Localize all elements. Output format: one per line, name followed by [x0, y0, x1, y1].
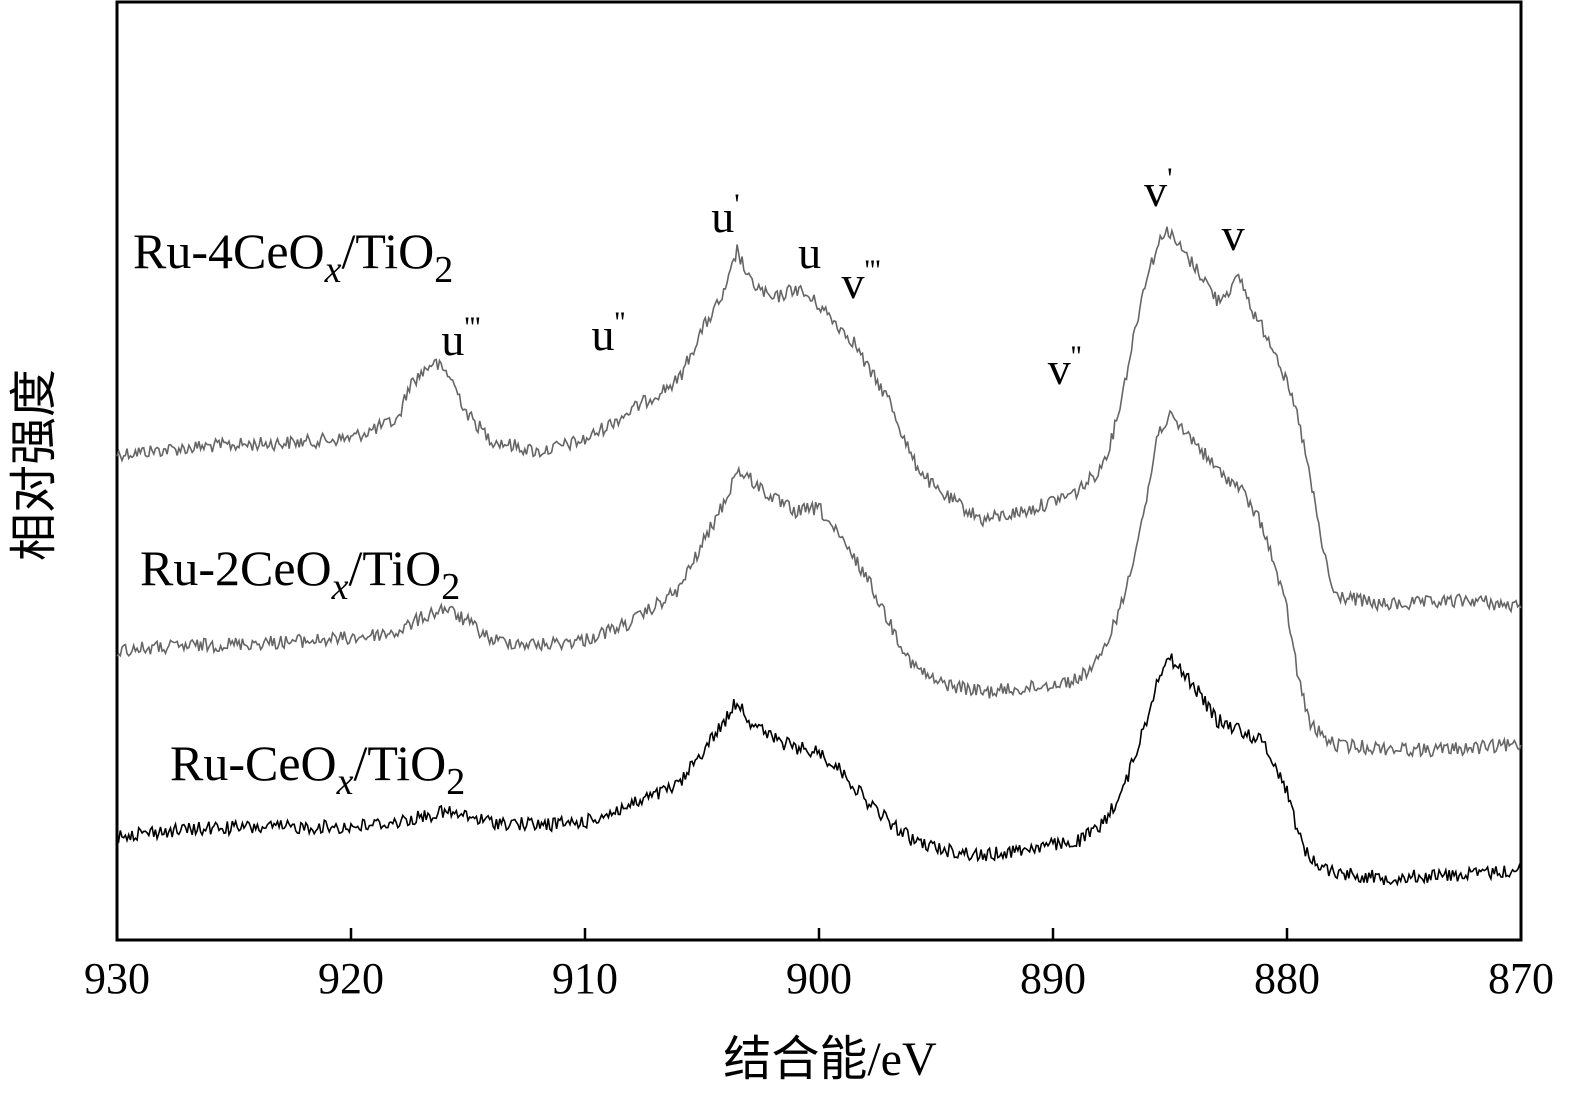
- x-tick-label: 880: [1254, 954, 1320, 1003]
- x-tick-label: 920: [318, 954, 384, 1003]
- peak-label-v-1prime: v': [1144, 162, 1172, 216]
- x-tick-label: 900: [786, 954, 852, 1003]
- x-tick-label: 910: [552, 954, 618, 1003]
- peak-label-v: v: [1222, 209, 1245, 260]
- y-axis-title: 相对强度: [8, 369, 61, 561]
- series-lines: [116, 226, 1522, 887]
- series-line-3: [116, 653, 1522, 887]
- peak-label-u-2prime: u'': [591, 306, 625, 360]
- x-tick-label: 870: [1488, 954, 1554, 1003]
- series-line-1: [116, 226, 1522, 614]
- series-label-3: Ru-CeOx/TiO2: [170, 735, 465, 803]
- x-ticks: [115, 928, 1523, 940]
- x-tick-label: 890: [1020, 954, 1086, 1003]
- series-labels: Ru-4CeOx/TiO2 Ru-2CeOx/TiO2 Ru-CeOx/TiO2: [133, 223, 465, 803]
- series-label-2: Ru-2CeOx/TiO2: [140, 540, 460, 608]
- peak-label-u-1prime: u': [711, 188, 739, 242]
- series-label-1: Ru-4CeOx/TiO2: [133, 223, 453, 291]
- peak-label-v-3prime: v''': [842, 254, 881, 308]
- peak-label-v-2prime: v'': [1048, 340, 1082, 394]
- x-tick-label: 930: [84, 954, 150, 1003]
- x-axis-title: 结合能/eV: [723, 1033, 937, 1086]
- peak-labels: u''' u'' u' u v''' v'' v' v: [441, 162, 1244, 394]
- x-tick-labels: 930 920 910 900 890 880 870: [84, 954, 1554, 1003]
- series-line-2: [116, 409, 1522, 758]
- plot-frame: [115, 0, 1523, 942]
- peak-label-u-3prime: u''': [441, 311, 480, 365]
- peak-label-u: u: [798, 227, 821, 278]
